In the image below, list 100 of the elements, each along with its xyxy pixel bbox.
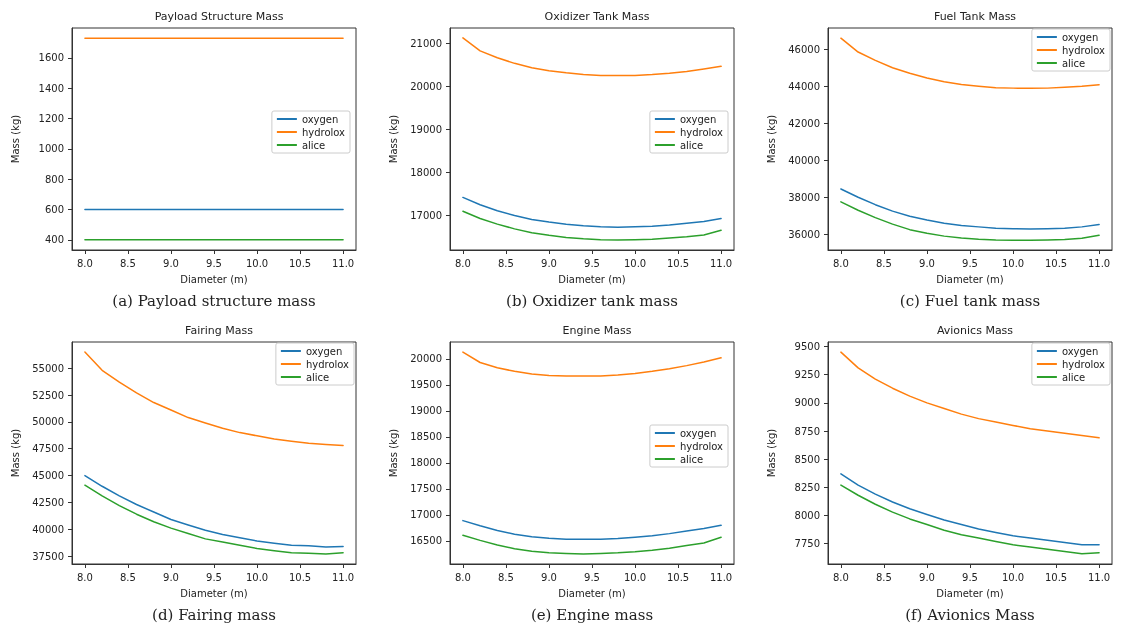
y-tick-label: 8750 (794, 425, 820, 437)
x-tick-label: 10.0 (623, 571, 647, 583)
y-tick-label: 36000 (788, 228, 820, 240)
y-tick-label: 42500 (32, 496, 64, 508)
y-tick-label: 9000 (794, 397, 820, 409)
x-tick-label: 10.0 (245, 571, 269, 583)
y-tick-label: 8250 (794, 481, 820, 493)
x-tick-label: 9.0 (163, 257, 179, 269)
y-tick-label: 1400 (38, 82, 64, 94)
text: (c) Fuel tank mass (898, 292, 1042, 310)
legend-label: alice (679, 139, 704, 151)
y-tick-label: 18500 (410, 431, 442, 443)
x-tick-label: 9.5 (584, 571, 600, 583)
chart-title: Fairing Mass (185, 324, 254, 337)
text: (b) Oxidizer tank mass (505, 292, 679, 310)
x-tick-label: 10.5 (666, 571, 690, 583)
x-tick-label: 10.5 (288, 571, 312, 583)
x-tick-label: 8.5 (119, 257, 136, 269)
line-series (462, 519, 722, 541)
x-tick-label: 10.0 (245, 257, 269, 269)
y-tick-label: 9250 (794, 369, 820, 381)
line-series (462, 37, 722, 77)
y-tick-label: 1200 (38, 113, 64, 125)
y-tick-label: 1000 (38, 143, 64, 155)
y-tick-label: 38000 (788, 191, 820, 203)
line-series (84, 484, 344, 555)
x-tick-label: 8.0 (76, 257, 93, 269)
y-tick-label: 40000 (32, 523, 64, 535)
x-tick-label: 10.5 (666, 257, 690, 269)
line-series (462, 534, 722, 555)
y-tick-label: 20000 (410, 353, 442, 365)
text: (a) Payload structure mass (111, 292, 317, 310)
legend-label: oxygen (1061, 345, 1099, 357)
x-axis-title: Diameter (m) (180, 273, 248, 285)
x-axis-title: Diameter (m) (558, 273, 626, 285)
x-axis-title: Diameter (m) (180, 587, 248, 599)
y-tick-label: 600 (44, 204, 64, 216)
y-tick-label: 17000 (410, 210, 442, 222)
x-tick-label: 11.0 (331, 571, 355, 583)
x-tick-label: 8.5 (119, 571, 136, 583)
x-tick-label: 10.5 (288, 257, 312, 269)
x-tick-label: 8.0 (76, 571, 93, 583)
legend-label: oxygen (301, 113, 339, 125)
y-tick-label: 50000 (32, 416, 64, 428)
y-tick-label: 400 (44, 234, 64, 246)
y-tick-label: 8000 (794, 510, 820, 522)
x-tick-label: 8.5 (497, 257, 514, 269)
x-tick-label: 9.5 (584, 257, 600, 269)
y-tick-label: 52500 (32, 389, 64, 401)
y-axis-title: Mass (kg) (765, 114, 777, 164)
text: (f) Avionics Mass (904, 606, 1036, 624)
chart-title: Fuel Tank Mass (933, 10, 1017, 23)
x-tick-label: 8.0 (454, 257, 471, 269)
y-tick-label: 40000 (788, 154, 820, 166)
line-series (84, 474, 344, 548)
y-tick-label: 44000 (788, 80, 820, 92)
legend-label: alice (679, 453, 704, 465)
y-tick-label: 20000 (410, 80, 442, 92)
y-tick-label: 17500 (410, 483, 442, 495)
y-axis-title: Mass (kg) (9, 428, 21, 478)
legend-label: hydrolox (1061, 44, 1106, 56)
y-tick-label: 19000 (410, 123, 442, 135)
line-series (462, 210, 722, 241)
chart-title: Avionics Mass (936, 324, 1014, 337)
legend-label: hydrolox (1061, 358, 1106, 370)
text: (e) Engine mass (529, 606, 655, 624)
y-tick-label: 55000 (32, 362, 64, 374)
y-axis-title: Mass (kg) (387, 114, 399, 164)
legend-label: alice (1061, 371, 1086, 383)
x-tick-label: 11.0 (1087, 257, 1111, 269)
y-tick-label: 18000 (410, 166, 442, 178)
line-series (462, 351, 722, 377)
x-tick-label: 11.0 (331, 257, 355, 269)
x-tick-label: 9.5 (206, 571, 222, 583)
y-tick-label: 37500 (32, 550, 64, 562)
y-tick-label: 16500 (410, 535, 442, 547)
legend-label: hydrolox (301, 126, 346, 138)
line-series (840, 188, 1100, 230)
y-tick-label: 8500 (794, 453, 820, 465)
y-tick-label: 800 (44, 173, 64, 185)
y-tick-label: 7750 (794, 538, 820, 550)
x-tick-label: 8.0 (454, 571, 471, 583)
chart-title: Engine Mass (562, 324, 632, 337)
line-series (840, 473, 1100, 546)
x-tick-label: 11.0 (709, 571, 733, 583)
x-tick-label: 9.0 (163, 571, 179, 583)
x-tick-label: 9.5 (962, 257, 978, 269)
legend-label: hydrolox (679, 126, 724, 138)
x-tick-label: 8.5 (875, 571, 892, 583)
x-tick-label: 8.0 (832, 257, 849, 269)
x-axis-title: Diameter (m) (558, 587, 626, 599)
x-tick-label: 9.5 (962, 571, 978, 583)
y-axis-title: Mass (kg) (387, 428, 399, 478)
y-tick-label: 46000 (788, 43, 820, 55)
x-tick-label: 8.5 (875, 257, 892, 269)
line-series (462, 196, 722, 228)
legend-label: oxygen (1061, 31, 1099, 43)
x-tick-label: 10.0 (623, 257, 647, 269)
x-tick-label: 10.5 (1044, 257, 1068, 269)
line-series (840, 484, 1100, 555)
